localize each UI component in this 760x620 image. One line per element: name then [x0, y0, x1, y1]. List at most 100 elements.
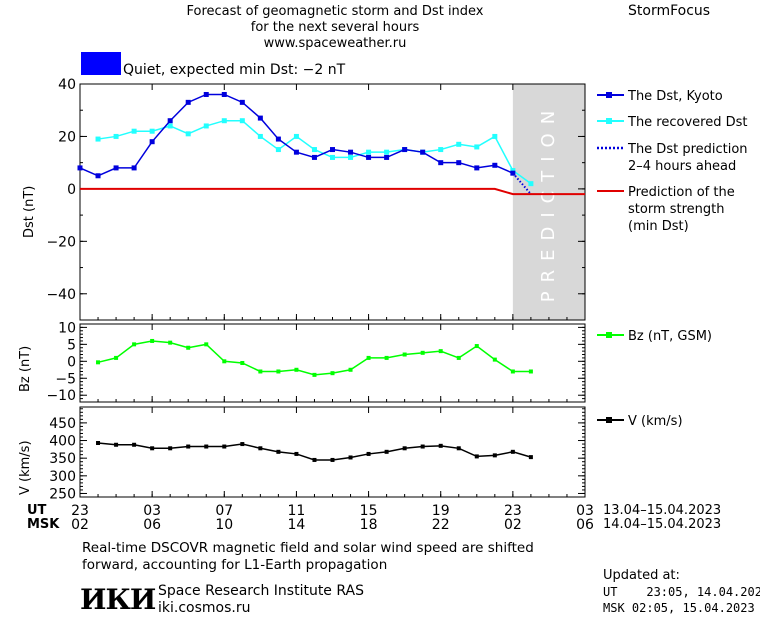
bz-point — [240, 361, 245, 365]
bz-axis-label: Bz (nT) — [18, 345, 33, 392]
recovered-dst-point — [113, 133, 119, 139]
legend-recovered-dst-marker — [606, 118, 612, 124]
v-axis-label: V (km/s) — [18, 440, 33, 495]
recovered-dst-point — [203, 123, 209, 129]
legend-bz-text: Bz (nT, GSM) — [628, 329, 712, 344]
msk-tick-label: 06 — [143, 517, 161, 533]
legend-dst-prediction-text: The Dst prediction — [627, 142, 748, 157]
source-url[interactable]: www.spaceweather.ru — [263, 36, 407, 51]
status-text: Quiet, expected min Dst: −2 nT — [123, 62, 346, 78]
legend-dst-kyoto-text: The Dst, Kyoto — [627, 89, 723, 104]
bz-point — [330, 371, 335, 376]
y-tick-label: 450 — [49, 416, 76, 432]
dst-kyoto-point — [438, 160, 444, 166]
recovered-dst-point — [438, 147, 444, 153]
v-point — [420, 444, 425, 449]
y-tick-label: −20 — [46, 234, 76, 250]
bz-panel-frame — [79, 323, 586, 403]
dst-kyoto-point — [239, 99, 245, 105]
bz-point — [186, 345, 191, 350]
ut-tick-label: 15 — [360, 503, 378, 519]
v-point — [168, 446, 173, 451]
dst-kyoto-point — [113, 165, 119, 171]
y-tick-label: 20 — [58, 129, 76, 145]
prediction-band — [512, 84, 585, 320]
bz-point — [366, 355, 371, 360]
ut-tick-label: 11 — [288, 503, 306, 519]
dst-kyoto-point — [203, 91, 209, 97]
dst-kyoto-point — [149, 139, 155, 145]
v-point — [456, 446, 461, 451]
v-point — [96, 441, 101, 445]
msk-tick-label: 18 — [360, 517, 378, 533]
ut-tick-label: 07 — [215, 503, 233, 519]
dst-kyoto-point — [330, 147, 335, 153]
y-tick-label: 40 — [58, 77, 76, 93]
v-point — [312, 457, 317, 462]
recovered-dst-point — [474, 144, 480, 150]
dst-kyoto-point — [311, 154, 317, 160]
msk-tick-label: 02 — [504, 517, 522, 533]
ut-tick-label: 23 — [504, 503, 522, 519]
y-tick-label: 400 — [49, 434, 76, 450]
bz-point — [384, 355, 389, 360]
dst-kyoto-point — [77, 165, 83, 171]
recovered-dst-point — [311, 147, 317, 153]
y-tick-label: −5 — [55, 371, 76, 387]
updated-msk: MSK 02:05, 15.04.2023 — [603, 601, 755, 615]
y-tick-label: 350 — [49, 451, 76, 467]
recovered-dst-point — [528, 181, 534, 187]
legend-bz-marker — [606, 332, 612, 338]
dst-kyoto-point — [95, 173, 101, 179]
v-point — [366, 451, 371, 456]
bz-point — [294, 367, 299, 372]
recovered-dst-point — [149, 128, 155, 134]
min-dst-prediction-line — [80, 187, 585, 196]
v-point — [204, 444, 209, 449]
v-point — [150, 446, 155, 451]
dst-kyoto-line — [79, 93, 495, 177]
v-point — [348, 455, 353, 460]
msk-tick-label: 06 — [576, 517, 594, 533]
v-point — [474, 454, 479, 459]
y-tick-label: 0 — [67, 354, 76, 370]
recovered-dst-point — [257, 133, 263, 139]
data-note-line2: forward, accounting for L1-Earth propaga… — [82, 557, 388, 573]
ut-tick-label: 19 — [432, 503, 450, 519]
v-point — [510, 449, 515, 454]
legend-dst-prediction-text: 2–4 hours ahead — [628, 159, 736, 174]
y-tick-label: −40 — [46, 287, 76, 303]
dst-kyoto-point — [275, 136, 281, 142]
bz-point — [150, 338, 155, 343]
recovered-dst-point — [330, 154, 335, 160]
iki-logo: ИКИ — [80, 583, 156, 616]
legend-dst-kyoto-marker — [606, 92, 612, 98]
msk-axis-label: MSK — [27, 517, 60, 532]
v-point — [294, 451, 299, 456]
bz-point — [348, 367, 353, 372]
y-tick-label: 250 — [49, 486, 76, 502]
v-point — [402, 446, 407, 451]
bz-point — [528, 369, 533, 374]
v-point — [276, 449, 281, 454]
bz-point — [96, 360, 101, 365]
v-point — [186, 444, 191, 449]
dst-kyoto-point — [293, 149, 299, 155]
y-tick-label: 0 — [67, 182, 76, 198]
dst-kyoto-point — [456, 160, 462, 166]
msk-tick-label: 22 — [432, 517, 450, 533]
prediction-band-label: PREDICTION — [538, 102, 559, 302]
v-point — [528, 455, 533, 460]
ut-tick-label: 03 — [576, 503, 594, 519]
bz-point — [438, 349, 443, 354]
bz-point — [492, 357, 497, 362]
institute-site[interactable]: iki.cosmos.ru — [158, 600, 251, 616]
recovered-dst-point — [366, 149, 372, 155]
recovered-dst-point — [275, 147, 281, 153]
bz-point — [132, 342, 137, 347]
dst-prediction-dotted-line — [512, 172, 532, 195]
ut-axis-label: UT — [27, 503, 47, 518]
recovered-dst-point — [95, 136, 101, 142]
dst-axis-label: Dst (nT) — [22, 185, 37, 238]
